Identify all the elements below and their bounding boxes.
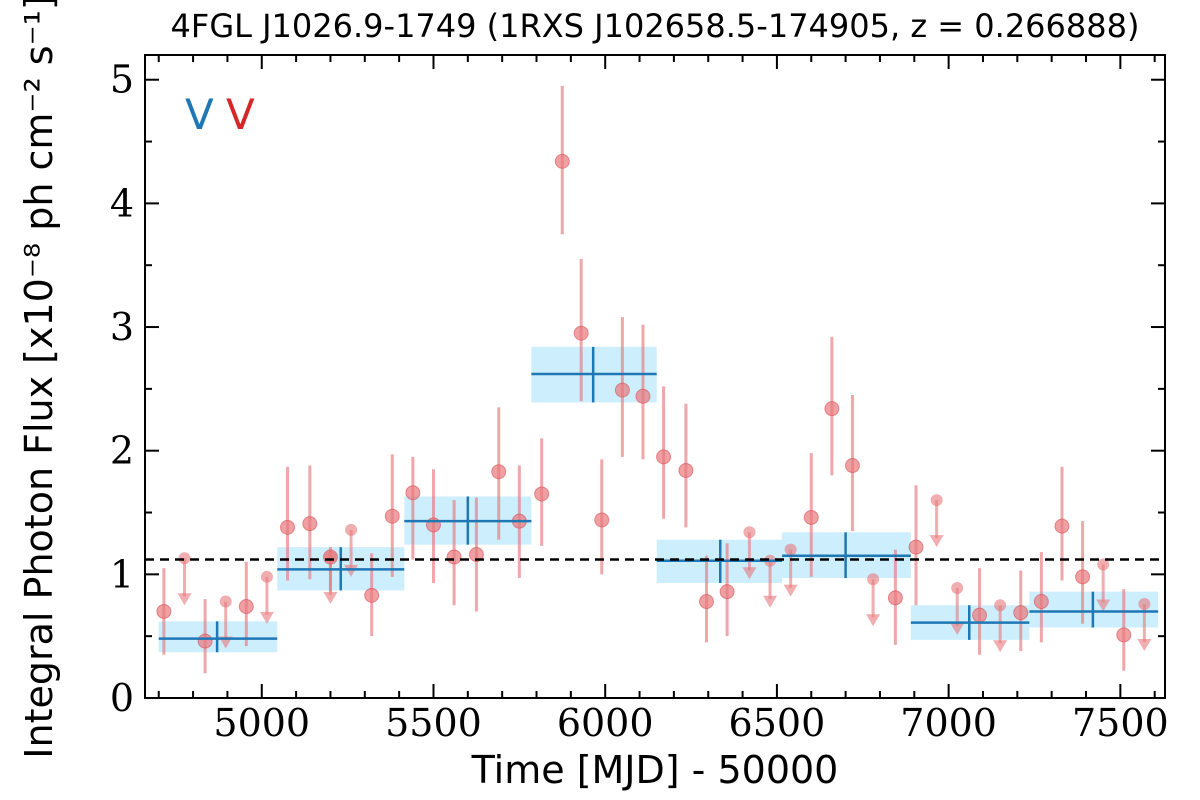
- fine-bin-point: [280, 519, 296, 535]
- upper-limit-point: [219, 595, 232, 608]
- fine-bin-point: [1116, 627, 1132, 643]
- upper-limit-point: [867, 573, 880, 586]
- fine-bin-point: [1013, 605, 1029, 621]
- y-tick-label: 5: [110, 58, 134, 102]
- upper-limit-arrow: [1137, 639, 1152, 652]
- fine-bin-point: [322, 549, 338, 565]
- y-tick-label: 3: [110, 305, 134, 349]
- plot-frame: [144, 54, 1166, 699]
- upper-limit-point: [345, 523, 358, 536]
- fine-bin-point: [156, 603, 172, 619]
- fine-bin-point: [238, 598, 254, 614]
- fine-bin-point: [678, 462, 694, 478]
- fine-bin-point: [594, 512, 610, 528]
- axis-ticks: 5000 5500 6000 6500 7000 7500 0 1 2 3 4 5: [110, 55, 1169, 745]
- fine-bin-point: [446, 549, 462, 565]
- upper-limit-arrow: [783, 584, 798, 597]
- upper-limit-arrow: [177, 593, 192, 606]
- fine-bin-point: [1033, 594, 1049, 610]
- upper-limit-point: [930, 494, 943, 507]
- y-tick-label: 1: [110, 552, 134, 596]
- fine-bin-point: [405, 485, 421, 501]
- x-tick-label: 5000: [213, 701, 310, 745]
- fine-bin-point: [656, 449, 672, 465]
- fine-bin-point: [534, 486, 550, 502]
- y-tick-label: 4: [110, 181, 134, 225]
- upper-limit-point: [260, 570, 273, 583]
- fine-bin-point: [197, 633, 213, 649]
- fine-bin-point: [844, 458, 860, 474]
- fine-bin-point: [302, 516, 318, 532]
- upper-limit-arrow: [344, 564, 359, 577]
- fine-bin-point: [635, 388, 651, 404]
- fine-bin-point: [491, 464, 507, 480]
- upper-limit-point: [994, 599, 1007, 612]
- upper-limit-point: [743, 526, 756, 539]
- fine-bin-point: [468, 547, 484, 563]
- upper-limit-arrow: [950, 622, 965, 635]
- fine-bin-point: [573, 325, 589, 341]
- marker-label-coarse: V: [185, 90, 214, 139]
- upper-limit-arrow: [1096, 599, 1111, 612]
- marker-label-fine: V: [226, 90, 255, 139]
- y-axis-label: Integral Photon Flux [x10⁻⁸ ph cm⁻² s⁻¹]: [17, 0, 61, 759]
- x-tick-label: 6500: [729, 701, 826, 745]
- y-tick-label: 2: [110, 429, 134, 473]
- fine-bin-point: [384, 508, 400, 524]
- upper-limit-point: [951, 581, 964, 594]
- fine-bin-point: [824, 401, 840, 417]
- fine-bin-point: [719, 584, 735, 600]
- x-tick-label: 7500: [1072, 701, 1169, 745]
- fine-bin-point: [554, 153, 570, 169]
- fine-bin-point: [1075, 569, 1091, 585]
- upper-limit-arrow: [763, 595, 778, 608]
- fine-bin-point: [803, 509, 819, 525]
- upper-limit-arrow: [929, 535, 944, 548]
- y-tick-label: 0: [110, 676, 134, 720]
- upper-limit-arrow: [993, 640, 1008, 653]
- x-axis-label: Time [MJD] - 50000: [471, 748, 839, 792]
- fine-bin-point: [908, 539, 924, 555]
- plot-area: [145, 85, 1165, 674]
- upper-limit-point: [1097, 558, 1110, 571]
- x-tick-label: 6000: [557, 701, 654, 745]
- fine-bin-point: [699, 594, 715, 610]
- fine-bin-point: [887, 590, 903, 606]
- x-tick-label: 5500: [385, 701, 482, 745]
- upper-limit-point: [178, 552, 191, 565]
- upper-limit-arrow: [742, 567, 757, 580]
- upper-limit-arrow: [866, 614, 881, 627]
- x-tick-label: 7000: [900, 701, 997, 745]
- upper-limit-point: [1138, 598, 1151, 611]
- fine-bin-point: [614, 382, 630, 398]
- upper-limit-arrow: [323, 592, 338, 605]
- chart-title: 4FGL J1026.9-1749 (1RXS J102658.5-174905…: [171, 7, 1140, 45]
- fine-bin-point: [972, 607, 988, 623]
- fine-bin-point: [364, 587, 380, 603]
- upper-limit-arrow: [259, 611, 274, 624]
- upper-limit-point: [784, 543, 797, 556]
- fine-bin-point: [1054, 518, 1070, 534]
